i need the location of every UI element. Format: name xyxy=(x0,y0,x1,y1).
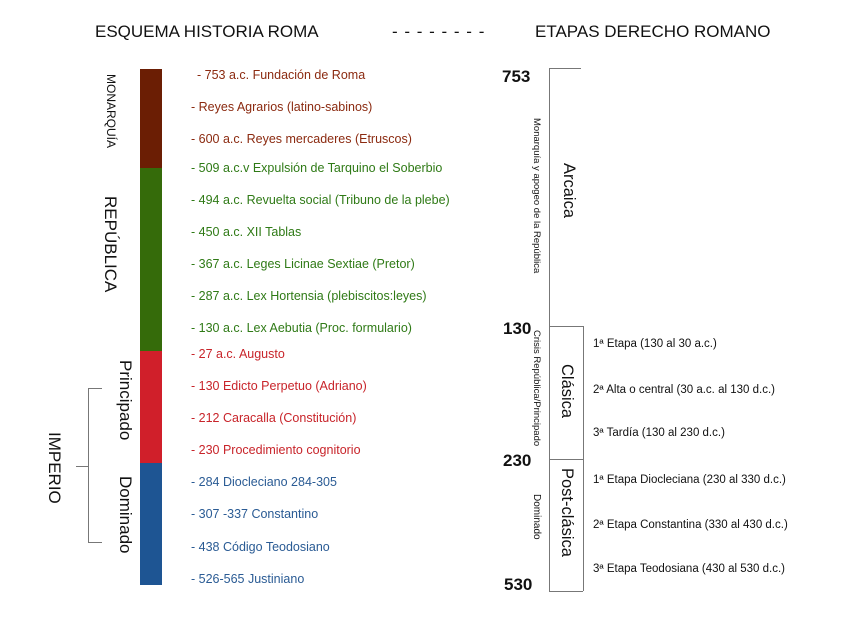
label-principado: Principado xyxy=(116,360,135,441)
year-label: 230 xyxy=(503,451,532,470)
stage-item: 3ª Tardía (130 al 230 d.c.) xyxy=(593,427,725,439)
event-item: - 600 a.c. Reyes mercaderes (Etruscos) xyxy=(191,132,412,146)
timeline-tick xyxy=(549,591,583,592)
phase-postclasica: Post-clásica xyxy=(558,468,576,557)
phase-note-clasica: Crisis República/Principado xyxy=(531,330,542,447)
imperio-bracket-bottom xyxy=(88,542,102,543)
right-title: ETAPAS DERECHO ROMANO xyxy=(535,22,771,41)
event-item: - 27 a.c. Augusto xyxy=(191,347,285,361)
label-imperio: IMPERIO xyxy=(45,432,64,504)
imperio-bracket xyxy=(88,388,89,543)
stage-item: 3ª Etapa Teodosiana (430 al 530 d.c.) xyxy=(593,563,786,575)
event-item: - 287 a.c. Lex Hortensia (plebiscitos:le… xyxy=(191,289,427,303)
timeline-tick xyxy=(549,326,583,327)
event-item: - 509 a.c.v Expulsión de Tarquino el Sob… xyxy=(191,161,443,175)
bar-principado xyxy=(140,351,162,463)
event-item: - Reyes Agrarios (latino-sabinos) xyxy=(191,100,373,114)
event-item: - 367 a.c. Leges Licinae Sextiae (Pretor… xyxy=(191,257,415,271)
event-item: - 284 Diocleciano 284-305 xyxy=(191,475,337,489)
year-label: 130 xyxy=(503,319,532,338)
phase-note-postclasica: Dominado xyxy=(531,494,542,540)
bar-monarquia xyxy=(140,69,162,168)
year-label: 530 xyxy=(504,575,533,594)
stage-item: 2ª Etapa Constantina (330 al 430 d.c.) xyxy=(593,519,788,531)
clasica-bracket xyxy=(583,326,584,459)
imperio-bracket-tick xyxy=(76,466,88,467)
timeline-axis xyxy=(549,68,550,592)
left-title: ESQUEMA HISTORIA ROMA xyxy=(95,22,319,41)
event-item: - 494 a.c. Revuelta social (Tribuno de l… xyxy=(191,193,450,207)
event-item: - 130 Edicto Perpetuo (Adriano) xyxy=(191,379,367,393)
label-republica: REPÚBLICA xyxy=(101,196,120,293)
event-item: - 450 a.c. XII Tablas xyxy=(191,225,302,239)
stage-item: 1ª Etapa (130 al 30 a.c.) xyxy=(593,338,717,350)
event-item: - 307 -337 Constantino xyxy=(191,507,319,521)
bar-dominado xyxy=(140,463,162,585)
timeline-tick xyxy=(549,68,581,69)
stage-item: 1ª Etapa Diocleciana (230 al 330 d.c.) xyxy=(593,474,786,486)
phase-arcaica: Arcaica xyxy=(560,163,578,219)
event-item: - 438 Código Teodosiano xyxy=(191,540,330,554)
label-monarquia: MONARQUÍA xyxy=(104,74,118,149)
event-item: - 130 a.c. Lex Aebutia (Proc. formulario… xyxy=(191,321,412,335)
event-item: - 212 Caracalla (Constitución) xyxy=(191,411,357,425)
phase-note-arcaica: Monarquía y apogeo de la República xyxy=(531,118,542,274)
label-dominado: Dominado xyxy=(116,476,135,554)
bar-republica xyxy=(140,168,162,351)
phase-clasica: Clásica xyxy=(558,364,576,419)
postclasica-bracket xyxy=(583,459,584,591)
imperio-bracket-top xyxy=(88,388,102,389)
year-label: 753 xyxy=(502,67,531,86)
event-item: - 753 a.c. Fundación de Roma xyxy=(197,68,366,82)
event-item: - 526-565 Justiniano xyxy=(191,572,305,586)
event-item: - 230 Procedimiento cognitorio xyxy=(191,443,361,457)
stage-item: 2ª Alta o central (30 a.c. al 130 d.c.) xyxy=(593,384,775,396)
timeline-tick xyxy=(549,459,583,460)
header-separator: - - - - - - - - xyxy=(392,22,486,41)
